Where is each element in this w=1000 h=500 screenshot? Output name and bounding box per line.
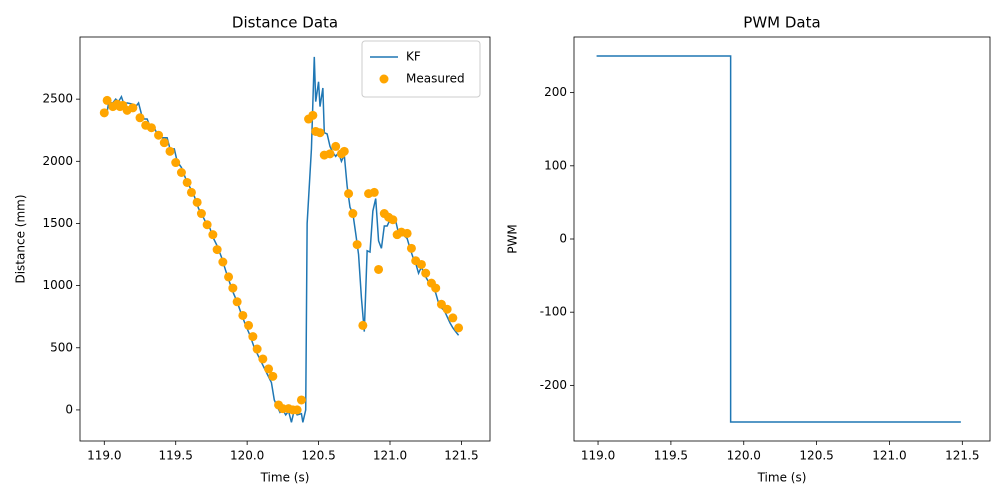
scatter-point — [296, 395, 306, 405]
scatter-point — [176, 167, 186, 177]
scatter-point — [212, 245, 222, 255]
scatter-point — [244, 320, 254, 330]
x-axis-label: Time (s) — [260, 471, 310, 485]
subplot-title: PWM Data — [743, 14, 820, 32]
y-tick-label: 200 — [544, 85, 567, 99]
y-axis-label: PWM — [506, 224, 520, 253]
y-tick-label: 2500 — [42, 92, 73, 106]
scatter-point — [315, 128, 325, 138]
x-tick-label: 119.5 — [159, 449, 193, 463]
scatter-point — [171, 158, 181, 168]
scatter-point — [431, 283, 441, 293]
subplot: Distance Data Time (s) Distance (mm) 119.0 1… — [14, 14, 491, 485]
scatter-point — [325, 149, 335, 159]
x-tick-label: 119.5 — [654, 449, 688, 463]
scatter-point — [165, 146, 175, 156]
y-tick-label: 100 — [544, 158, 567, 172]
scatter-point — [402, 228, 412, 238]
scatter-point — [238, 310, 248, 320]
x-tick-label: 121.0 — [872, 449, 906, 463]
x-tick-label: 120.0 — [727, 449, 761, 463]
scatter-point — [228, 283, 238, 293]
scatter-point — [182, 177, 192, 187]
x-tick-label: 120.5 — [301, 449, 335, 463]
axes-frame — [573, 36, 991, 442]
scatter-point — [146, 123, 156, 133]
scatter-point — [416, 259, 426, 269]
scatter-point — [102, 95, 112, 105]
x-tick-label: 121.5 — [945, 449, 979, 463]
scatter-point — [374, 264, 384, 274]
y-tick-label: 1500 — [42, 216, 73, 230]
scatter-point — [339, 146, 349, 156]
x-tick-label: 120.0 — [230, 449, 264, 463]
scatter-point — [202, 220, 212, 230]
y-tick-label: 0 — [559, 232, 567, 246]
subplot-title: Distance Data — [232, 14, 338, 32]
y-tick-label: 500 — [50, 340, 73, 354]
data-line — [103, 56, 460, 423]
x-tick-label: 120.5 — [799, 449, 833, 463]
legend-box — [361, 40, 481, 98]
scatter-point — [186, 187, 196, 197]
x-axis-label: Time (s) — [757, 471, 807, 485]
scatter-point — [388, 215, 398, 225]
scatter-point — [369, 187, 379, 197]
x-tick-label: 119.0 — [87, 449, 121, 463]
scatter-point — [421, 268, 431, 278]
legend-marker — [379, 74, 389, 84]
scatter-point — [258, 354, 268, 364]
data-line — [596, 55, 961, 423]
legend-label: KF — [406, 50, 421, 64]
scatter-point — [308, 110, 318, 120]
scatter-point — [442, 304, 452, 314]
scatter-point — [224, 272, 234, 282]
y-tick-label: -200 — [540, 378, 567, 392]
scatter-point — [406, 243, 416, 253]
scatter-point — [292, 405, 302, 415]
scatter-point — [344, 189, 354, 199]
x-tick-label: 119.0 — [581, 449, 615, 463]
scatter-point — [264, 364, 274, 374]
scatter-point — [192, 197, 202, 207]
scatter-point — [159, 138, 169, 148]
x-tick-label: 121.0 — [373, 449, 407, 463]
y-tick-label: 2000 — [42, 154, 73, 168]
y-tick-label: 0 — [65, 402, 73, 416]
scatter-point — [454, 323, 464, 333]
scatter-point — [99, 108, 109, 118]
scatter-point — [448, 313, 458, 323]
x-tick-label: 121.5 — [444, 449, 478, 463]
legend: KF Measured — [361, 40, 481, 98]
y-tick-label: -100 — [540, 305, 567, 319]
scatter-point — [268, 371, 278, 381]
scatter-point — [348, 209, 358, 219]
scatter-point — [358, 320, 368, 330]
scatter-point — [128, 103, 138, 113]
subplot: PWM Data Time (s) PWM 119.0 119.5 120.0 120.5 1… — [506, 14, 991, 485]
scatter-point — [248, 332, 258, 342]
legend-label: Measured — [406, 72, 465, 86]
scatter-point — [352, 240, 362, 250]
scatter-point — [196, 209, 206, 219]
scatter-point — [218, 257, 228, 267]
scatter-point — [331, 141, 341, 151]
y-axis-label: Distance (mm) — [14, 194, 28, 283]
scatter-point — [135, 113, 145, 123]
scatter-point — [208, 230, 218, 240]
scatter-point — [232, 297, 242, 307]
axes-frame — [79, 36, 491, 442]
scatter-point — [252, 344, 262, 354]
scatter-point — [154, 130, 164, 140]
y-tick-label: 1000 — [42, 278, 73, 292]
